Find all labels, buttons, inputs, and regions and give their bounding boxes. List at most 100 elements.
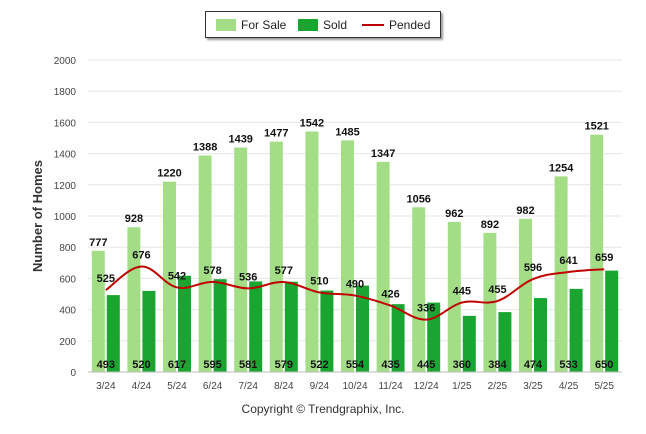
pended-value-label: 510 [310, 275, 328, 287]
sold-bar [605, 270, 619, 372]
x-tick-label: 9/24 [310, 381, 330, 392]
legend-item-for-sale[interactable]: For Sale [216, 18, 286, 32]
sold-value-label: 360 [453, 359, 471, 371]
copyright-text: Copyright © Trendgraphix, Inc. [241, 402, 405, 416]
sold-bar [391, 304, 405, 372]
for-sale-bar [519, 218, 532, 372]
sold-bar [106, 295, 120, 372]
for-sale-bar [91, 250, 105, 372]
for-sale-value-label: 962 [445, 208, 463, 220]
sold-value-label: 581 [239, 359, 257, 371]
for-sale-value-label: 777 [89, 237, 107, 249]
y-tick-label: 1800 [54, 87, 77, 98]
chart-area: 777 493 525 928 520 676 1220 617 542 1388 595 578 14… [30, 56, 622, 392]
sold-value-label: 474 [524, 359, 543, 371]
for-sale-value-label: 1056 [406, 193, 430, 205]
x-tick-label: 3/24 [96, 381, 116, 392]
sold-bar [284, 281, 298, 372]
sold-value-label: 520 [132, 359, 150, 371]
y-tick-label: 600 [59, 274, 76, 285]
for-sale-bar [305, 131, 319, 372]
legend-label-pended: Pended [389, 18, 431, 32]
x-tick-label: 4/25 [559, 381, 579, 392]
legend: For Sale Sold Pended [205, 11, 441, 38]
for-sale-bar [127, 227, 141, 372]
x-tick-label: 10/24 [342, 381, 367, 392]
sold-value-label: 435 [381, 359, 399, 371]
x-tick-label: 12/24 [414, 381, 439, 392]
pended-value-label: 490 [346, 279, 364, 291]
x-tick-label: 1/25 [452, 381, 472, 392]
x-tick-label: 11/24 [378, 381, 403, 392]
for-sale-bar [376, 161, 390, 372]
legend-label-for-sale: For Sale [241, 18, 287, 32]
pended-value-label: 577 [275, 265, 293, 277]
sold-bar [356, 285, 369, 372]
x-tick-label: 7/24 [238, 381, 258, 392]
x-tick-label: 5/24 [167, 381, 187, 392]
for-sale-bar [163, 181, 176, 372]
for-sale-value-label: 1254 [549, 162, 574, 174]
sold-bar [534, 298, 547, 372]
pended-value-label: 525 [97, 273, 115, 285]
pended-value-label: 578 [203, 265, 221, 277]
x-tick-label: 6/24 [203, 381, 223, 392]
for-sale-bar [198, 155, 212, 372]
y-tick-label: 1200 [54, 181, 77, 192]
sold-value-label: 595 [203, 359, 221, 371]
y-tick-label: 0 [70, 368, 76, 379]
pended-value-label: 336 [417, 303, 435, 315]
sold-value-label: 384 [488, 359, 507, 371]
sold-swatch [298, 19, 318, 31]
sold-bar [569, 288, 583, 372]
pended-value-label: 641 [559, 255, 577, 267]
sold-bar [427, 302, 441, 372]
y-tick-label: 200 [59, 337, 76, 348]
for-sale-value-label: 1485 [335, 126, 359, 138]
sold-value-label: 579 [275, 359, 293, 371]
for-sale-bar [590, 134, 604, 372]
for-sale-value-label: 1521 [584, 121, 608, 133]
for-sale-value-label: 892 [481, 219, 499, 231]
sold-value-label: 445 [417, 359, 435, 371]
for-sale-value-label: 982 [516, 205, 534, 217]
sold-value-label: 493 [97, 359, 115, 371]
for-sale-bar [234, 147, 248, 372]
for-sale-value-label: 1477 [264, 128, 288, 140]
pended-value-label: 536 [239, 271, 257, 283]
for-sale-bar [554, 176, 568, 372]
bars [91, 131, 619, 372]
sold-value-label: 522 [310, 359, 328, 371]
y-tick-label: 1400 [54, 150, 77, 161]
sold-bar [320, 290, 334, 372]
pended-value-label: 659 [595, 252, 613, 264]
pended-value-label: 426 [381, 289, 399, 301]
pended-value-label: 542 [168, 270, 186, 282]
for-sale-bar [341, 140, 354, 372]
pended-value-label: 455 [488, 284, 506, 296]
y-tick-label: 800 [59, 243, 76, 254]
for-sale-value-label: 1220 [157, 168, 181, 180]
sold-bar [178, 275, 191, 372]
x-tick-label: 4/24 [132, 381, 152, 392]
for-sale-swatch [216, 19, 236, 31]
y-tick-label: 400 [59, 306, 76, 317]
for-sale-value-label: 1542 [300, 117, 324, 129]
axes: 0 200 400 600 800 1000 1200 1400 1600 1800 2000 3/2… [54, 56, 622, 392]
legend-item-sold[interactable]: Sold [298, 18, 347, 32]
sold-bar [462, 315, 476, 372]
pended-value-label: 596 [524, 262, 542, 274]
x-tick-label: 2/25 [488, 381, 508, 392]
legend-item-pended[interactable]: Pended [362, 18, 430, 32]
for-sale-bar [412, 207, 426, 372]
gridlines [88, 59, 622, 373]
for-sale-bar [447, 221, 461, 372]
sold-value-label: 533 [559, 359, 577, 371]
x-tick-label: 5/25 [594, 381, 614, 392]
sold-bar [498, 312, 512, 372]
y-tick-label: 2000 [54, 56, 77, 67]
for-sale-bar [269, 141, 283, 372]
data-labels: 777 493 525 928 520 676 1220 617 542 1388 595 578 14… [89, 117, 613, 371]
y-tick-label: 1000 [54, 212, 77, 223]
sold-bar [142, 290, 156, 372]
